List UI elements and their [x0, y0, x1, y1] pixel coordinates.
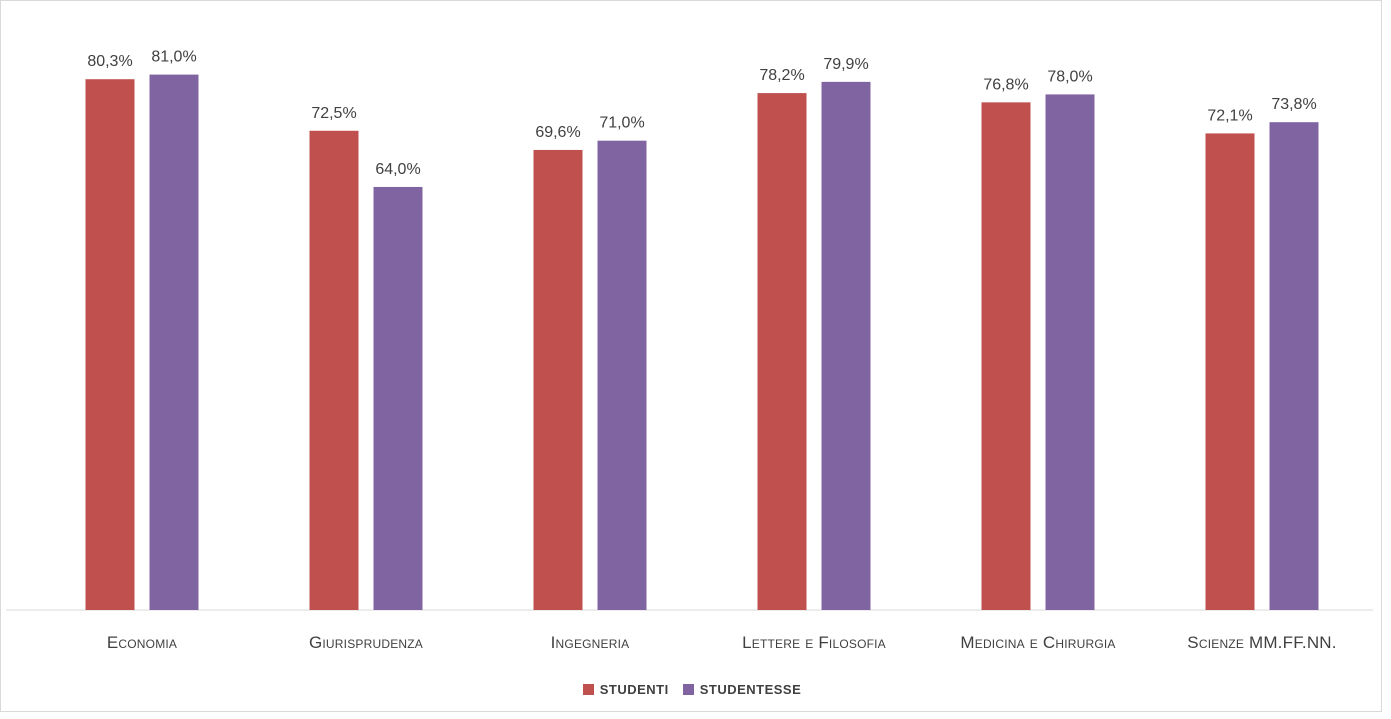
value-label-studenti-ingegneria: 69,6%	[535, 124, 580, 141]
bar-studenti-medicina-e-chirurgia	[981, 102, 1031, 611]
bar-studenti-economia	[85, 79, 135, 611]
value-labels-group: 80,3% 81,0% 72,5% 64,0% 69,6% 71,0% 78,2% 79,9%…	[87, 49, 1316, 178]
bar-studenti-ingegneria	[533, 149, 583, 610]
legend-item-studenti: STUDENTI	[582, 682, 669, 697]
value-label-studentesse-lettere-e-filosofia: 79,9%	[823, 56, 868, 73]
category-label-scienze-mm-ff-nn: Scienze MM.FF.NN.	[1187, 633, 1336, 652]
value-label-studenti-medicina-e-chirurgia: 76,8%	[983, 76, 1028, 93]
legend-swatch-studentesse	[682, 684, 694, 695]
bar-studentesse-lettere-e-filosofia	[821, 81, 871, 610]
category-label-giurisprudenza: Giurisprudenza	[309, 633, 423, 652]
value-label-studentesse-ingegneria: 71,0%	[599, 115, 644, 132]
bar-studenti-giurisprudenza	[309, 130, 359, 610]
bar-studenti-lettere-e-filosofia	[757, 93, 807, 610]
value-label-studenti-scienze-mm-ff-nn: 72,1%	[1207, 107, 1252, 124]
category-label-medicina-e-chirurgia: Medicina e Chirurgia	[960, 633, 1115, 652]
bar-studentesse-giurisprudenza	[373, 186, 423, 610]
value-label-studenti-economia: 80,3%	[87, 53, 132, 70]
legend-label-studentesse: STUDENTESSE	[699, 682, 802, 697]
category-labels-group: Economia Giurisprudenza Ingegneria Lettere …	[107, 633, 1337, 652]
bar-studentesse-medicina-e-chirurgia	[1045, 94, 1095, 611]
bar-studentesse-ingegneria	[597, 140, 647, 610]
value-label-studentesse-scienze-mm-ff-nn: 73,8%	[1271, 96, 1316, 113]
category-label-lettere-e-filosofia: Lettere e Filosofia	[742, 633, 886, 652]
category-label-ingegneria: Ingegneria	[551, 633, 630, 652]
legend: STUDENTI STUDENTESSE	[1, 682, 1383, 697]
bars-group	[85, 74, 1319, 611]
legend-item-studentesse: STUDENTESSE	[682, 682, 802, 697]
legend-swatch-studenti	[582, 684, 594, 695]
value-label-studenti-lettere-e-filosofia: 78,2%	[759, 67, 804, 84]
bar-studentesse-scienze-mm-ff-nn	[1269, 122, 1319, 610]
legend-label-studenti: STUDENTI	[599, 682, 669, 697]
value-label-studentesse-economia: 81,0%	[151, 49, 196, 66]
bar-studentesse-economia	[149, 74, 199, 611]
bar-studenti-scienze-mm-ff-nn	[1205, 133, 1255, 610]
category-label-economia: Economia	[107, 633, 177, 652]
value-label-studentesse-medicina-e-chirurgia: 78,0%	[1047, 68, 1092, 85]
value-label-studentesse-giurisprudenza: 64,0%	[375, 161, 420, 178]
value-label-studenti-giurisprudenza: 72,5%	[311, 105, 356, 122]
